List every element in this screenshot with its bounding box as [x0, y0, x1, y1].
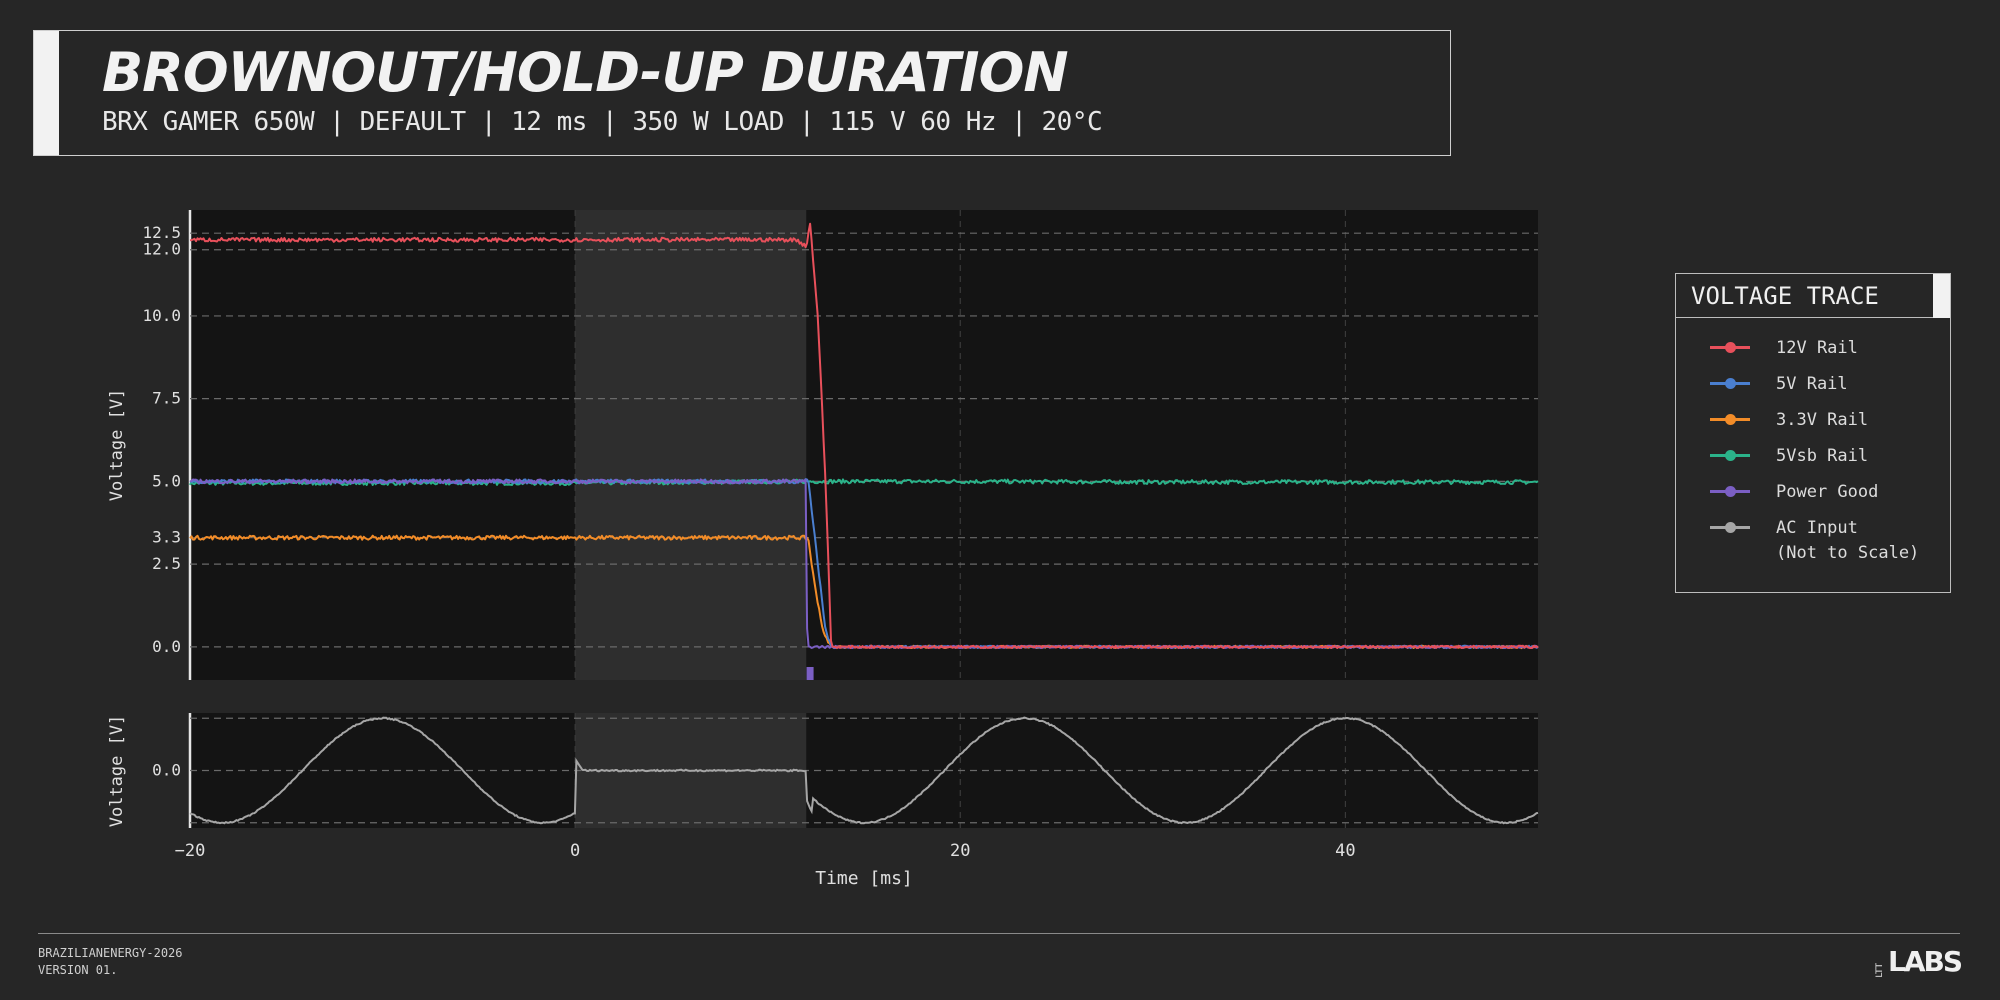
main-ytick-label: 0.0: [152, 637, 181, 656]
legend-item: AC Input (Not to Scale): [1676, 516, 1950, 572]
series-line-ac-input: [189, 716, 1539, 825]
main-ylabel: Voltage [V]: [107, 389, 127, 502]
main-ytick-label: 7.5: [152, 389, 181, 408]
xlabel: Time [ms]: [815, 868, 913, 889]
main-brownout-region: [575, 210, 807, 680]
main-ytick-label: 10.0: [142, 306, 181, 325]
main-ytick-label: 3.3: [152, 528, 181, 547]
footer-text: BRAZILIANENERGY-2026 VERSION 01.: [38, 945, 183, 979]
logo-small-text: LTT: [1875, 963, 1885, 978]
legend-label: Power Good: [1776, 482, 1879, 502]
ac-ytick-label: 0.0: [152, 761, 181, 780]
footer-divider: [38, 933, 1960, 934]
series-line-12v-rail: [189, 222, 1539, 650]
footer-line-2: VERSION 01.: [38, 963, 118, 977]
title-accent-bar: [34, 31, 59, 155]
legend-accent-bar: [1933, 274, 1950, 318]
legend-title: VOLTAGE TRACE: [1676, 274, 1934, 318]
power-good-marker: [806, 667, 814, 680]
xtick-label: 40: [1335, 841, 1355, 861]
legend-label: 5Vsb Rail: [1776, 446, 1869, 466]
ac-ylabel: Voltage [V]: [107, 715, 127, 828]
legend-marker: [1725, 342, 1736, 353]
main-plot-area: [190, 210, 1538, 680]
xtick-label: 20: [950, 841, 970, 861]
main-ytick-label: 2.5: [152, 554, 181, 573]
legend-marker: [1725, 450, 1736, 461]
footer-line-1: BRAZILIANENERGY-2026: [38, 946, 183, 960]
legend: VOLTAGE TRACE 12V Rail 5V Rail 3.3V Rail 5V…: [1675, 273, 1951, 593]
legend-marker: [1725, 522, 1736, 533]
main-ytick-label: 5.0: [152, 471, 181, 490]
ltt-labs-logo: LTT LABS: [1875, 938, 1963, 979]
legend-item: 12V Rail: [1676, 336, 1950, 372]
legend-label: 5V Rail: [1776, 374, 1848, 394]
legend-label: AC Input (Not to Scale): [1776, 518, 1920, 563]
legend-label: 12V Rail: [1776, 338, 1858, 358]
legend-item: 3.3V Rail: [1676, 408, 1950, 444]
xtick-label: −20: [175, 841, 206, 861]
legend-item: Power Good: [1676, 480, 1950, 516]
legend-item: 5Vsb Rail: [1676, 444, 1950, 480]
legend-marker: [1725, 414, 1736, 425]
legend-marker: [1725, 378, 1736, 389]
series-line-5vsb-rail: [189, 478, 1539, 486]
legend-marker: [1725, 486, 1736, 497]
chart-title: BROWNOUT/HOLD-UP DURATION: [102, 41, 1069, 104]
title-panel: BROWNOUT/HOLD-UP DURATION BRX GAMER 650W…: [33, 30, 1451, 156]
legend-label: 3.3V Rail: [1776, 410, 1869, 430]
logo-big-text: LABS: [1888, 945, 1963, 978]
chart-subtitle: BRX GAMER 650W | DEFAULT | 12 ms | 350 W…: [102, 107, 1103, 137]
main-ytick-label: 12.0: [142, 240, 181, 259]
legend-item: 5V Rail: [1676, 372, 1950, 408]
legend-items: 12V Rail 5V Rail 3.3V Rail 5Vsb Rail Power G…: [1676, 336, 1950, 572]
xtick-label: 0: [570, 841, 580, 861]
main-ytick-label: 12.5: [142, 223, 181, 242]
